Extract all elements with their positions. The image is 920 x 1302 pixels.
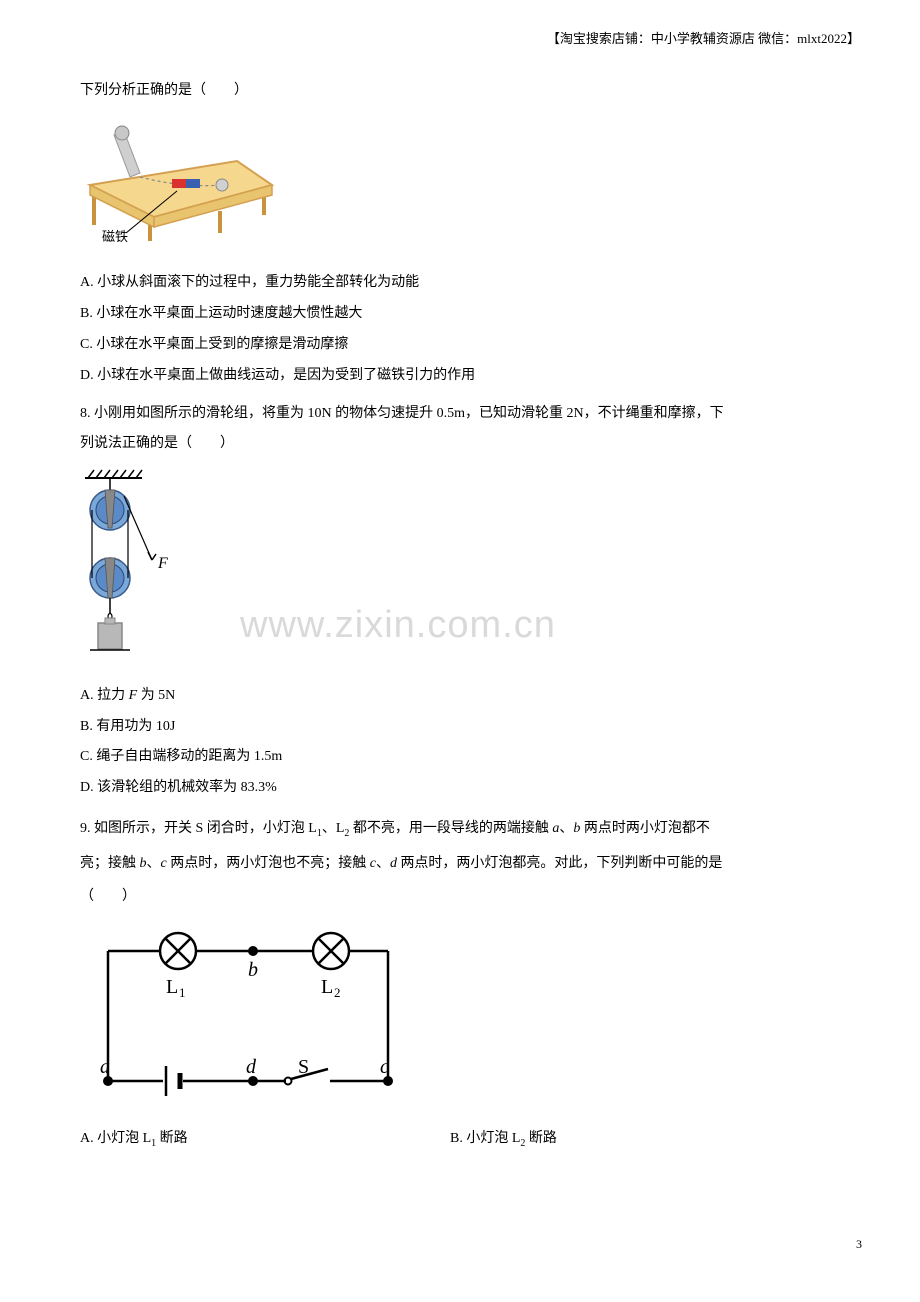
q9-oa-1: A. 小灯泡 L bbox=[80, 1131, 151, 1146]
q9-oa-2: 断路 bbox=[156, 1131, 188, 1146]
q7-figure: 磁铁 bbox=[82, 123, 840, 248]
main-content: 下列分析正确的是（ ） 磁铁 A. bbox=[0, 0, 920, 1155]
q9-option-a: A. 小灯泡 L1 断路 bbox=[80, 1124, 450, 1155]
q8-option-b: B. 有用功为 10J bbox=[80, 712, 840, 743]
svg-text:2: 2 bbox=[334, 985, 341, 1000]
q9-l2-1: 亮；接触 bbox=[80, 856, 140, 871]
q8-optA-p2: 为 5N bbox=[137, 688, 175, 703]
q8-optA-p1: A. 拉力 bbox=[80, 688, 129, 703]
q9-id: d bbox=[390, 856, 397, 871]
q9-text-line2: 亮；接触 b、c 两点时，两小灯泡也不亮；接触 c、d 两点时，两小灯泡都亮。对… bbox=[80, 849, 840, 880]
q7-option-c: C. 小球在水平桌面上受到的摩擦是滑动摩擦 bbox=[80, 330, 840, 361]
q9-figure: L 1 L 2 b a d S c bbox=[88, 921, 840, 1106]
q7-intro: 下列分析正确的是（ ） bbox=[80, 78, 840, 103]
q8-text-line1: 8. 小刚用如图所示的滑轮组，将重为 10N 的物体匀速提升 0.5m，已知动滑… bbox=[80, 401, 840, 426]
q8-text-line2: 列说法正确的是（ ） bbox=[80, 431, 840, 456]
q7-option-b: B. 小球在水平桌面上运动时速度越大惯性越大 bbox=[80, 299, 840, 330]
q9-text-line1: 9. 如图所示，开关 S 闭合时，小灯泡 L1、L2 都不亮，用一段导线的两端接… bbox=[80, 814, 840, 845]
q7-option-d: D. 小球在水平桌面上做曲线运动，是因为受到了磁铁引力的作用 bbox=[80, 361, 840, 392]
force-label: F bbox=[157, 555, 168, 572]
q9-l2-5: 两点时，两小灯泡都亮。对此，下列判断中可能的是 bbox=[397, 856, 723, 871]
svg-text:1: 1 bbox=[179, 985, 186, 1000]
header-note: 【淘宝搜索店铺：中小学教辅资源店 微信：mlxt2022】 bbox=[547, 28, 860, 47]
q8-option-d: D. 该滑轮组的机械效率为 83.3% bbox=[80, 773, 840, 804]
q9-t2: 、L bbox=[322, 821, 345, 836]
q9-ob-1: B. 小灯泡 L bbox=[450, 1131, 520, 1146]
q9-option-b: B. 小灯泡 L2 断路 bbox=[450, 1124, 557, 1155]
svg-text:L: L bbox=[321, 976, 333, 998]
q9-t4: 、 bbox=[559, 821, 573, 836]
svg-text:L: L bbox=[166, 976, 178, 998]
q9-t5: 两点时两小灯泡都不 bbox=[580, 821, 710, 836]
svg-text:S: S bbox=[298, 1056, 309, 1078]
q9-ib2: b bbox=[140, 856, 147, 871]
q9-ob-2: 断路 bbox=[525, 1131, 557, 1146]
svg-text:b: b bbox=[248, 959, 258, 981]
magnet-label: 磁铁 bbox=[102, 229, 128, 243]
watermark: www.zixin.com.cn bbox=[240, 604, 556, 647]
svg-text:d: d bbox=[246, 1056, 257, 1078]
q8-option-c: C. 绳子自由端移动的距离为 1.5m bbox=[80, 742, 840, 773]
svg-text:c: c bbox=[380, 1056, 389, 1078]
q9-l2-3: 两点时，两小灯泡也不亮；接触 bbox=[167, 856, 370, 871]
q9-options-row: A. 小灯泡 L1 断路 B. 小灯泡 L2 断路 bbox=[80, 1124, 840, 1155]
q9-l2-4: 、 bbox=[376, 856, 390, 871]
q8-optA-F: F bbox=[129, 688, 138, 703]
q9-t3: 都不亮，用一段导线的两端接触 bbox=[349, 821, 552, 836]
q8-option-a: A. 拉力 F 为 5N bbox=[80, 681, 840, 712]
svg-text:a: a bbox=[100, 1056, 110, 1078]
q9-t1: 9. 如图所示，开关 S 闭合时，小灯泡 L bbox=[80, 821, 317, 836]
q9-l2-2: 、 bbox=[147, 856, 161, 871]
page-number: 3 bbox=[856, 1237, 862, 1252]
q9-text-line3: （ ） bbox=[80, 884, 840, 909]
q7-option-a: A. 小球从斜面滚下的过程中，重力势能全部转化为动能 bbox=[80, 268, 840, 299]
